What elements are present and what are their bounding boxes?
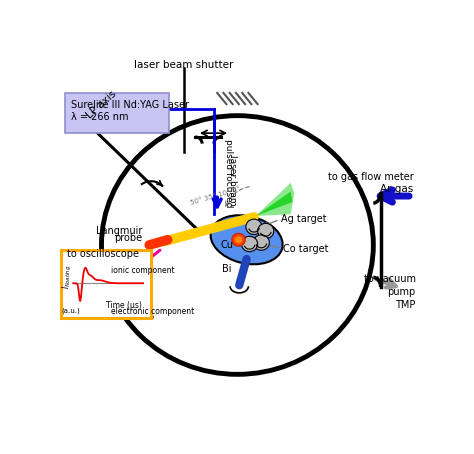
Circle shape (258, 223, 274, 239)
Text: λ = 266 nm: λ = 266 nm (72, 113, 129, 123)
Circle shape (232, 233, 245, 246)
Text: Ag target: Ag target (282, 214, 327, 224)
Text: probe: probe (114, 233, 142, 243)
FancyBboxPatch shape (65, 93, 170, 133)
Text: Bi: Bi (222, 265, 231, 275)
Text: ionic component: ionic component (110, 266, 174, 275)
Text: laser beam: laser beam (228, 155, 237, 206)
Text: Time (μs): Time (μs) (106, 301, 142, 310)
Text: to vacuum
pump
TMP: to vacuum pump TMP (364, 274, 416, 311)
Circle shape (241, 236, 258, 252)
Text: 50° 35° 10° 0°: 50° 35° 10° 0° (190, 186, 241, 206)
Polygon shape (256, 183, 294, 216)
FancyBboxPatch shape (61, 250, 151, 318)
Text: to oscilloscope: to oscilloscope (67, 249, 138, 259)
Text: (a.u.): (a.u.) (62, 307, 81, 314)
Text: Co target: Co target (283, 244, 329, 254)
Polygon shape (256, 192, 292, 216)
Text: electronic component: electronic component (110, 307, 194, 316)
Circle shape (235, 236, 242, 243)
Text: laser beam shutter: laser beam shutter (135, 60, 234, 70)
Text: LP axis: LP axis (85, 89, 118, 121)
Text: to gas flow meter: to gas flow meter (328, 172, 414, 182)
Text: Surelite III Nd:YAG Laser: Surelite III Nd:YAG Laser (72, 100, 190, 110)
Text: Cu: Cu (221, 240, 234, 250)
Circle shape (253, 235, 269, 250)
Circle shape (246, 219, 262, 235)
Text: Ar gas: Ar gas (381, 184, 414, 194)
Ellipse shape (210, 215, 283, 264)
Text: Langmuir: Langmuir (96, 226, 142, 236)
Text: $I_{floating}$: $I_{floating}$ (61, 265, 74, 289)
Text: pulsed focused: pulsed focused (224, 139, 233, 207)
